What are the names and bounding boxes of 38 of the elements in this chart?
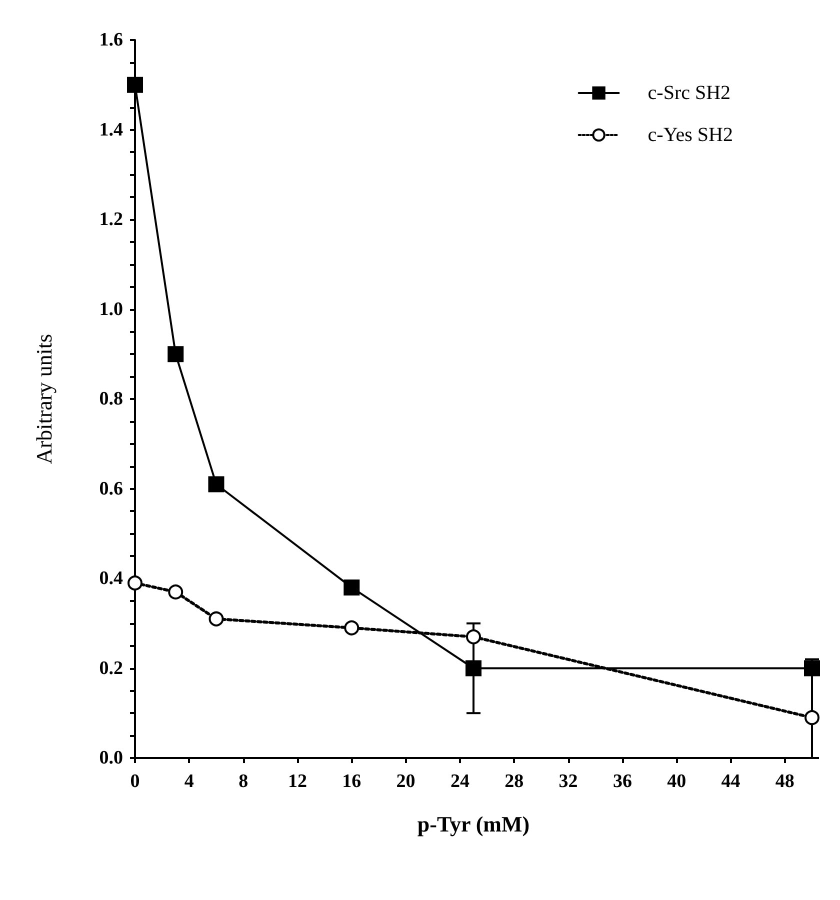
y-tick-label: 1.4 bbox=[99, 119, 124, 140]
x-tick-label: 28 bbox=[504, 771, 524, 792]
point bbox=[208, 476, 224, 492]
x-tick-label: 32 bbox=[558, 771, 578, 792]
y-tick-label: 0.2 bbox=[99, 658, 123, 679]
y-tick-label: 0.6 bbox=[99, 478, 123, 500]
y-axis-title: Arbitrary units bbox=[32, 334, 56, 464]
x-tick-label: 44 bbox=[721, 771, 741, 792]
y-tick-label: 1.6 bbox=[99, 30, 123, 50]
point bbox=[344, 620, 360, 636]
point bbox=[168, 346, 184, 362]
point bbox=[466, 629, 481, 644]
point bbox=[128, 575, 142, 590]
x-tick-label: 40 bbox=[667, 771, 686, 792]
x-tick-label: 8 bbox=[238, 771, 248, 792]
x-tick-label: 20 bbox=[396, 771, 416, 792]
point bbox=[344, 579, 360, 596]
x-tick-label: 48 bbox=[775, 771, 794, 792]
y-tick-label: 1.0 bbox=[99, 298, 123, 320]
y-tick-label: 0.4 bbox=[99, 568, 124, 589]
x-axis-title: p-Tyr (mM) bbox=[417, 812, 530, 836]
y-tick-label: 0.0 bbox=[99, 748, 123, 768]
x-tick-label: 0 bbox=[130, 771, 140, 792]
x-tick-label: 12 bbox=[288, 771, 307, 792]
x-tick-label: 4 bbox=[184, 771, 194, 792]
x-tick-label: 24 bbox=[450, 771, 470, 792]
legend-label: c-Src SH2 bbox=[648, 82, 731, 104]
point bbox=[804, 660, 820, 676]
y-tick-label: 1.2 bbox=[99, 209, 123, 230]
point bbox=[804, 710, 820, 726]
point bbox=[127, 76, 143, 93]
point bbox=[208, 611, 224, 626]
point bbox=[466, 660, 482, 676]
x-tick-label: 36 bbox=[612, 771, 632, 792]
x-tick-label: 16 bbox=[342, 771, 362, 792]
point bbox=[168, 584, 184, 600]
y-tick-label: 0.8 bbox=[99, 388, 123, 410]
legend-label: c-Yes SH2 bbox=[648, 124, 734, 146]
